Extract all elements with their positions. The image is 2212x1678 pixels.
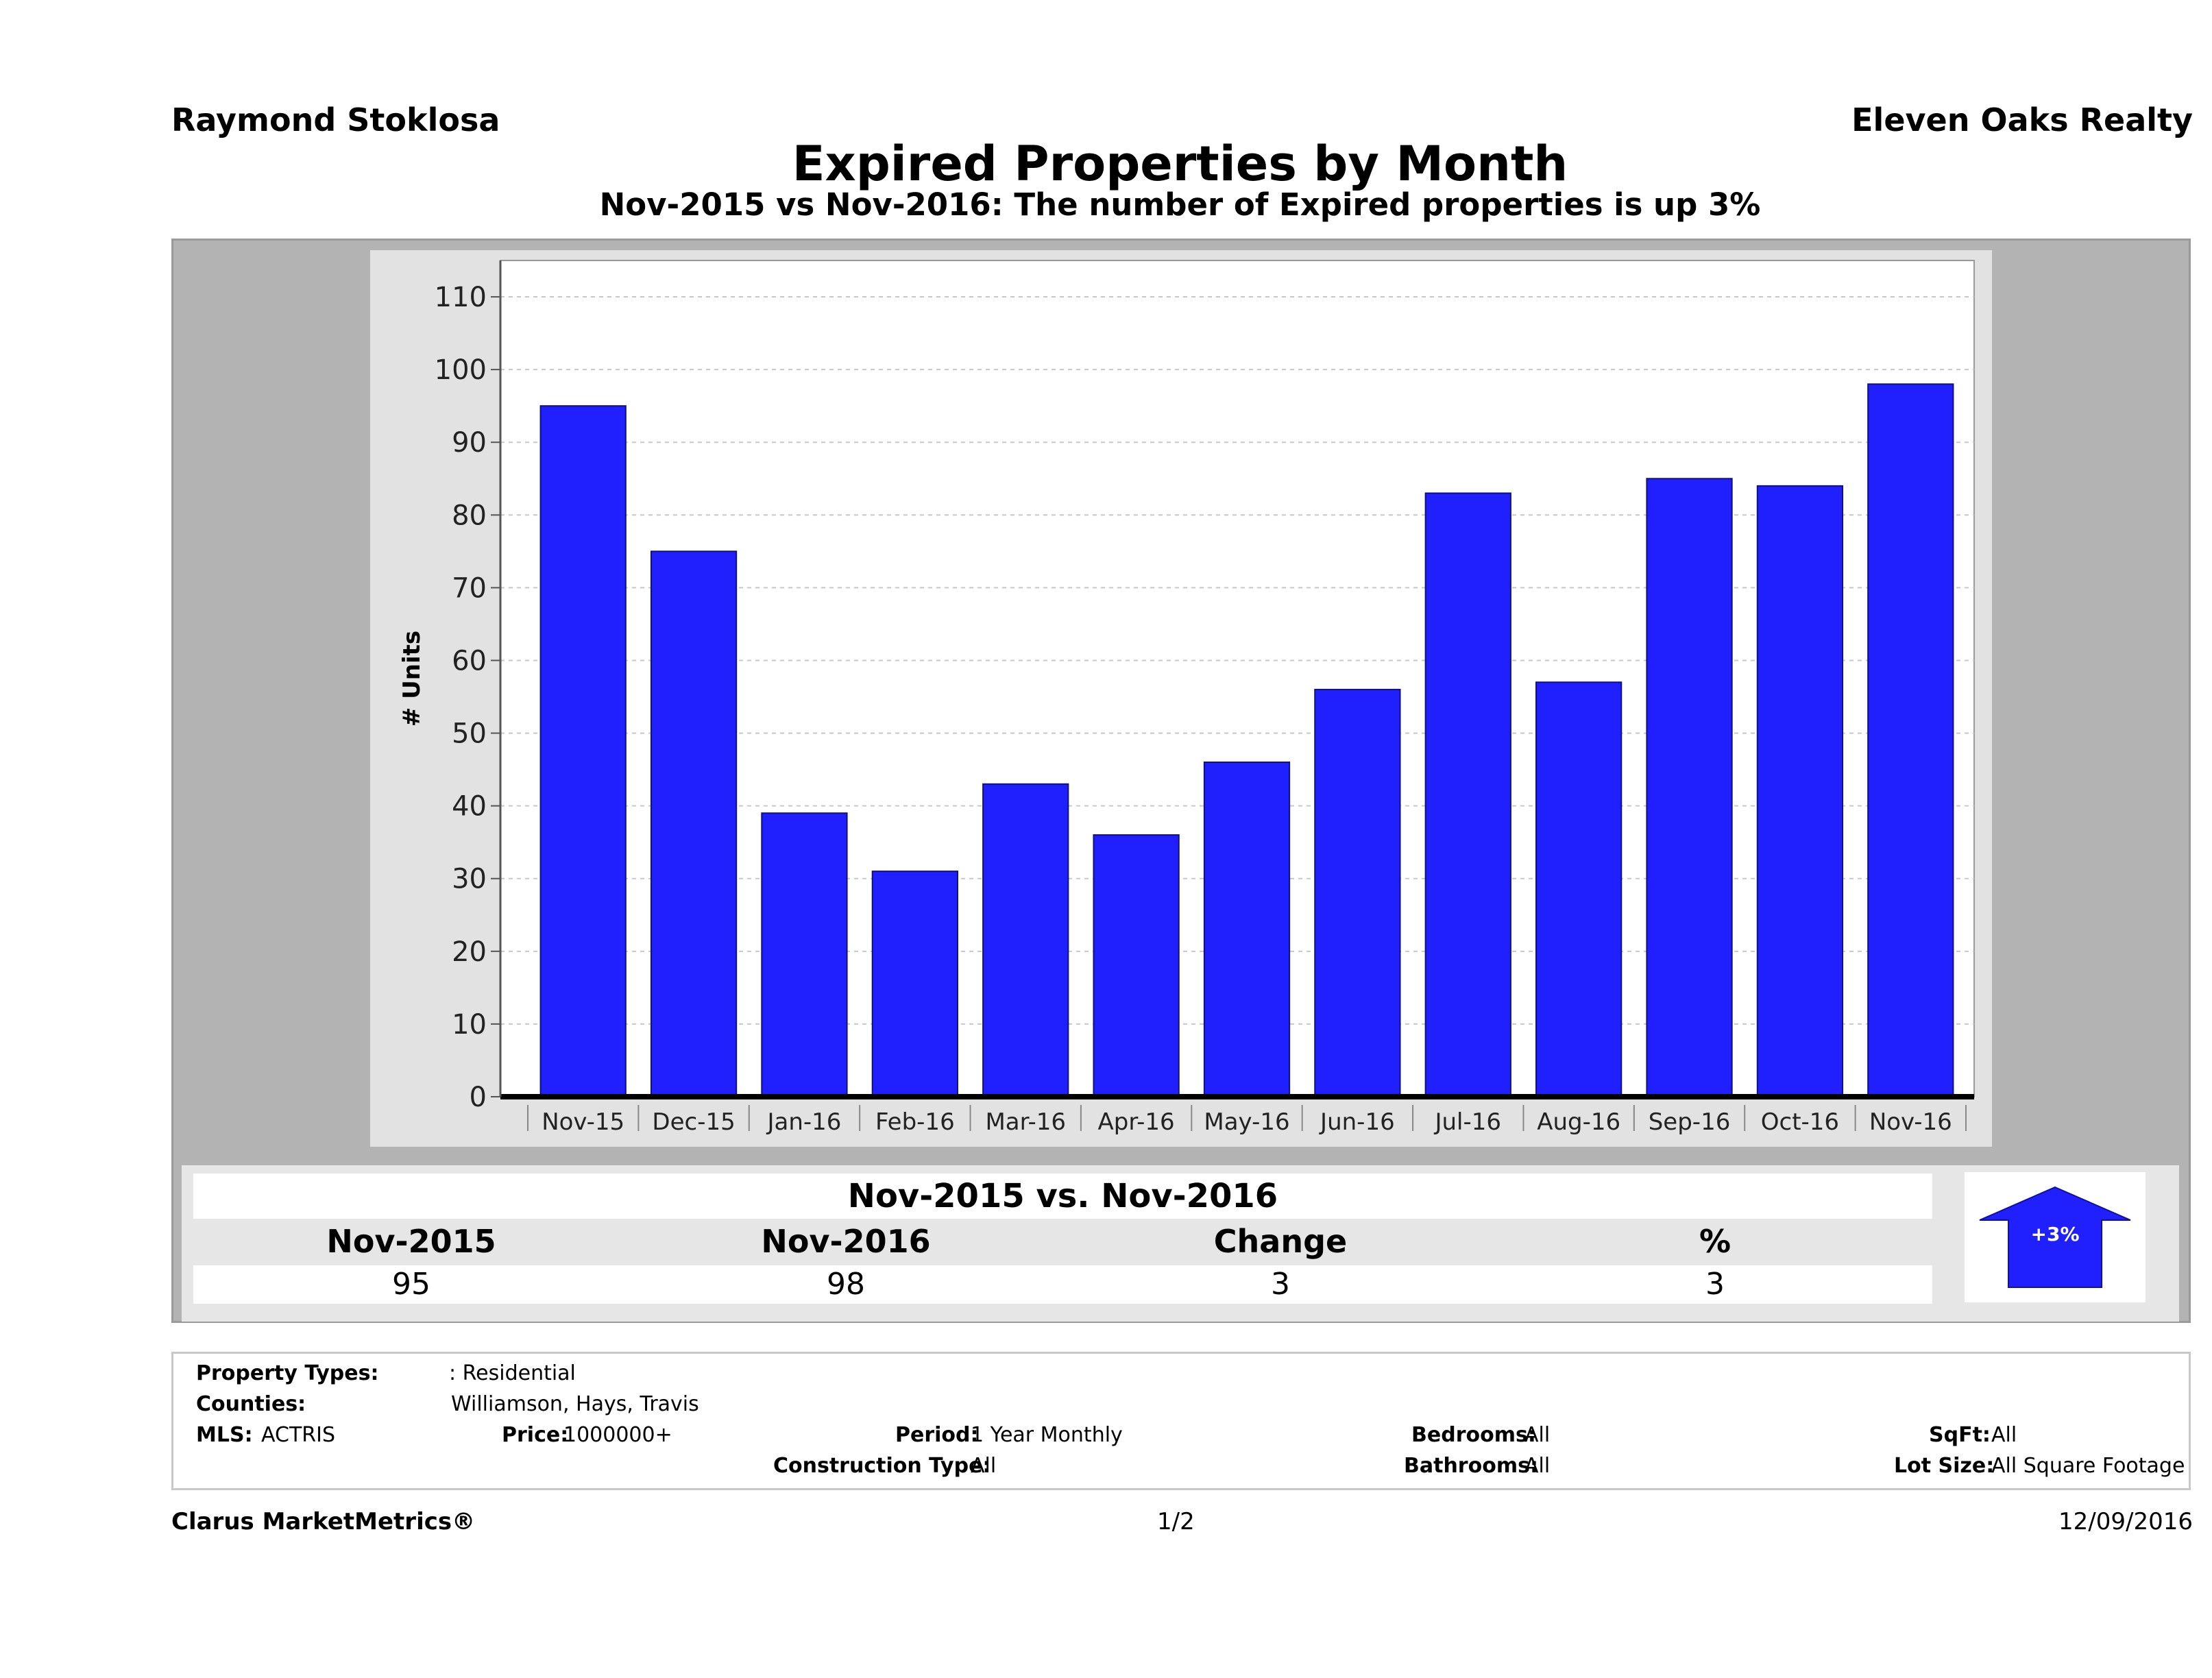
y-tick-label: 70 (452, 572, 487, 604)
company-name: Eleven Oaks Realty (1851, 101, 2193, 138)
x-tick-label: Mar-16 (985, 1108, 1066, 1136)
y-tick-label: 20 (452, 936, 487, 968)
value-nov-2015: 95 (392, 1267, 430, 1302)
x-tick-label: Aug-16 (1537, 1108, 1620, 1136)
x-tick-label: May-16 (1204, 1108, 1289, 1136)
x-tick-label: Jan-16 (766, 1108, 841, 1136)
y-tick-label: 10 (452, 1009, 487, 1041)
x-tick-label: Sep-16 (1649, 1108, 1731, 1136)
lot-size-value: All Square Footage (1991, 1454, 2185, 1478)
trend-arrow-box: +3% (1965, 1172, 2146, 1302)
chart-title: Expired Properties by Month (792, 136, 1568, 192)
page-number: 1/2 (1157, 1508, 1195, 1535)
value-percent: 3 (1705, 1267, 1725, 1302)
bar (1314, 688, 1401, 1097)
period-label: Period: (895, 1423, 979, 1447)
y-tick-label: 50 (452, 718, 487, 750)
bar-chart: 0 10 20 30 40 50 60 70 80 90 100 110 Nov-15 Dec-15 Jan… (398, 260, 1975, 1136)
comparison-values-row (193, 1265, 1932, 1304)
axes: 0 10 20 30 40 50 60 70 80 90 100 110 Nov-15 Dec-15 Jan… (435, 260, 1974, 1136)
report-date: 12/09/2016 (2058, 1508, 2193, 1535)
construction-type-value: All (971, 1454, 997, 1478)
bar (1646, 478, 1733, 1097)
y-tick-label: 100 (435, 354, 487, 386)
bar (761, 812, 848, 1097)
sqft-value: All (1991, 1423, 2017, 1447)
header-percent: % (1699, 1223, 1731, 1260)
bar (1867, 383, 1954, 1098)
y-tick-label: 30 (452, 864, 487, 895)
up-arrow-icon (1979, 1186, 2131, 1288)
lot-size-label: Lot Size: (1894, 1454, 1995, 1478)
period-value: 1 Year Monthly (971, 1423, 1123, 1447)
mls-value: ACTRIS (261, 1423, 336, 1447)
bathrooms-value: All (1524, 1454, 1551, 1478)
bar (650, 550, 738, 1097)
x-tick-label: Nov-15 (542, 1108, 624, 1136)
counties-value: Williamson, Hays, Travis (451, 1392, 699, 1416)
header-change: Change (1213, 1223, 1348, 1260)
price-value: 1000000+ (563, 1423, 672, 1447)
y-axis-label: # Units (398, 631, 426, 727)
property-types-label: Property Types: (196, 1361, 379, 1385)
sqft-label: SqFt: (1929, 1423, 1991, 1447)
agent-name: Raymond Stoklosa (171, 101, 500, 138)
bar (982, 783, 1069, 1098)
bar (1535, 681, 1622, 1097)
bar (539, 405, 627, 1098)
value-nov-2016: 98 (827, 1267, 865, 1302)
x-tick-label: Jul-16 (1433, 1108, 1501, 1136)
bar (871, 871, 958, 1097)
value-change: 3 (1271, 1267, 1290, 1302)
bars (539, 383, 1954, 1098)
x-tick-label: Jun-16 (1319, 1108, 1395, 1136)
y-tick-label: 0 (470, 1082, 487, 1113)
mls-label: MLS: (196, 1423, 253, 1447)
bar (1424, 492, 1511, 1097)
y-tick-label: 90 (452, 427, 487, 459)
y-tick-label: 80 (452, 500, 487, 531)
counties-label: Counties: (196, 1392, 306, 1416)
y-tick-label: 40 (452, 791, 487, 823)
y-tick-label: 60 (452, 645, 487, 677)
x-tick-label: Nov-16 (1869, 1108, 1952, 1136)
x-tick-label: Oct-16 (1761, 1108, 1839, 1136)
header-nov-2015: Nov-2015 (326, 1223, 496, 1260)
filter-summary (171, 1352, 2191, 1490)
bedrooms-label: Bedrooms: (1411, 1423, 1536, 1447)
arrow-label: +3% (2031, 1223, 2080, 1245)
comparison-title: Nov-2015 vs. Nov-2016 (193, 1174, 1932, 1219)
bathrooms-label: Bathrooms: (1404, 1454, 1538, 1478)
chart-subtitle: Nov-2015 vs Nov-2016: The number of Expi… (599, 186, 1761, 223)
property-types-value: : Residential (449, 1361, 576, 1385)
x-tick-label: Dec-15 (652, 1108, 735, 1136)
price-label: Price: (502, 1423, 569, 1447)
x-tick-label: Apr-16 (1098, 1108, 1175, 1136)
footer-brand: Clarus MarketMetrics® (171, 1508, 476, 1535)
bar (1203, 762, 1291, 1097)
bar (1756, 485, 1844, 1097)
construction-type-label: Construction Type: (773, 1454, 991, 1478)
x-tick-label: Feb-16 (875, 1108, 955, 1136)
y-tick-label: 110 (435, 282, 487, 313)
bedrooms-value: All (1524, 1423, 1551, 1447)
header-nov-2016: Nov-2016 (761, 1223, 931, 1260)
bar (1093, 834, 1180, 1098)
